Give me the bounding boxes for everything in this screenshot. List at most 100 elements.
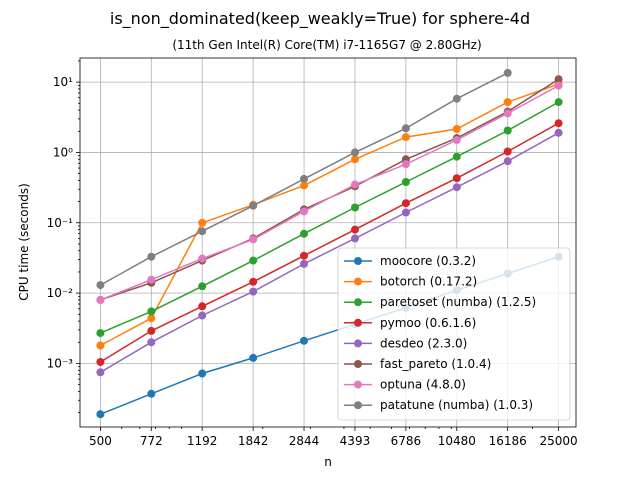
data-point xyxy=(351,148,359,157)
data-point xyxy=(249,256,258,265)
data-point xyxy=(452,152,461,161)
data-point xyxy=(401,199,410,208)
data-point xyxy=(452,94,461,103)
x-tick-label: 500 xyxy=(89,434,112,448)
x-tick-label: 4393 xyxy=(340,434,371,448)
y-tick-label: 10¹ xyxy=(53,75,73,89)
data-point xyxy=(249,201,258,210)
data-point xyxy=(198,369,207,378)
data-point xyxy=(351,225,359,234)
series-line xyxy=(100,122,559,363)
data-point xyxy=(503,126,512,135)
legend-marker xyxy=(354,318,362,327)
data-point xyxy=(401,133,410,142)
data-point xyxy=(351,180,359,189)
data-point xyxy=(351,234,359,243)
x-tick-label: 2844 xyxy=(289,434,320,448)
data-point xyxy=(249,353,258,362)
data-point xyxy=(147,307,156,316)
series-line xyxy=(100,101,559,334)
data-point xyxy=(554,119,563,128)
plot-frame xyxy=(79,57,577,428)
data-point xyxy=(96,341,105,350)
data-point xyxy=(249,235,258,244)
x-tick-label: 1192 xyxy=(187,434,218,448)
data-point xyxy=(300,336,308,345)
data-point xyxy=(96,295,105,304)
legend-marker xyxy=(354,257,362,265)
data-point xyxy=(452,183,461,192)
y-tick-label: 10⁻³ xyxy=(47,356,74,370)
data-point xyxy=(351,155,359,164)
data-point xyxy=(452,174,461,183)
data-point xyxy=(96,281,105,290)
series-group xyxy=(96,128,563,377)
legend-label: pymoo (0.6.1.6) xyxy=(380,316,476,330)
x-tick-label: 6786 xyxy=(391,434,422,448)
data-point xyxy=(300,181,308,190)
data-point xyxy=(401,124,410,133)
data-point xyxy=(503,147,512,156)
y-axis: 10⁻³ 10⁻² 10⁻¹ 10⁰ 10¹ xyxy=(47,60,80,414)
data-point xyxy=(198,302,207,311)
data-point xyxy=(198,282,207,291)
chart-title: is_non_dominated(keep_weakly=True) for s… xyxy=(110,9,530,29)
data-point xyxy=(198,218,207,227)
legend: moocore (0.3.2) botorch (0.17.2) paretoset… xyxy=(337,247,571,421)
data-point xyxy=(554,98,563,107)
legend-label: paretoset (numba) (1.2.5) xyxy=(380,295,536,309)
data-point xyxy=(300,207,308,216)
data-point xyxy=(96,368,105,377)
legend-marker xyxy=(354,298,362,307)
legend-marker xyxy=(354,339,362,348)
legend-label: fast_pareto (1.0.4) xyxy=(380,357,491,371)
series-line xyxy=(100,132,559,373)
legend-marker xyxy=(354,401,362,410)
series-group xyxy=(96,119,563,366)
x-tick-label: 1842 xyxy=(238,434,269,448)
x-axis: 500 772 1192 1842 2844 4393 6786 10480 16186 2500… xyxy=(89,427,578,448)
data-point xyxy=(503,157,512,166)
data-point xyxy=(96,329,105,338)
legend-marker xyxy=(354,360,362,368)
y-tick-label: 10⁻² xyxy=(47,286,74,300)
legend-label: desdeo (2.3.0) xyxy=(380,336,467,350)
data-point xyxy=(300,174,308,183)
series-line xyxy=(100,84,559,301)
series-layer xyxy=(96,68,563,419)
data-point xyxy=(147,338,156,347)
data-point xyxy=(452,125,461,133)
data-point xyxy=(198,311,207,320)
data-point xyxy=(147,275,156,284)
data-point xyxy=(452,136,461,144)
legend-marker xyxy=(354,277,362,286)
series-group xyxy=(96,68,512,290)
data-point xyxy=(147,389,156,398)
data-point xyxy=(198,254,207,263)
series-line xyxy=(100,83,559,347)
data-point xyxy=(401,178,410,186)
data-point xyxy=(554,81,563,90)
legend-label: moocore (0.3.2) xyxy=(380,254,476,268)
legend-marker xyxy=(354,380,362,389)
data-point xyxy=(147,314,156,323)
data-point xyxy=(503,98,512,107)
series-group xyxy=(96,98,563,338)
data-point xyxy=(554,128,563,137)
data-point xyxy=(300,259,308,268)
x-tick-label: 772 xyxy=(140,434,163,448)
y-tick-label: 10⁻¹ xyxy=(47,216,74,230)
x-tick-label: 10480 xyxy=(438,434,476,448)
data-point xyxy=(198,227,207,236)
data-point xyxy=(554,75,563,84)
data-point xyxy=(249,277,258,286)
data-point xyxy=(351,203,359,212)
legend-label: botorch (0.17.2) xyxy=(380,275,477,289)
data-point xyxy=(503,109,512,118)
legend-label: optuna (4.8.0) xyxy=(380,378,466,392)
y-tick-label: 10⁰ xyxy=(53,145,73,159)
legend-box xyxy=(337,247,571,421)
series-group xyxy=(96,81,563,304)
data-point xyxy=(401,160,410,169)
data-point xyxy=(300,229,308,238)
